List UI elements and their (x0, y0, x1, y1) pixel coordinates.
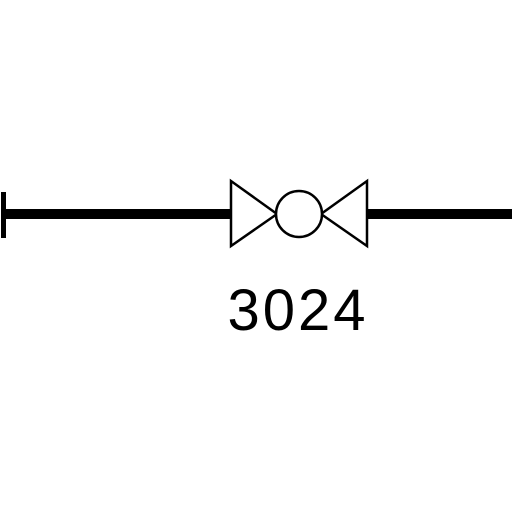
pipe-segment-left (5, 209, 231, 219)
pipe-segment-right (367, 209, 512, 219)
valve-ball-circle (274, 189, 324, 239)
valve-left-triangle (229, 178, 280, 249)
ball-valve-icon[interactable] (229, 178, 369, 249)
valve-right-triangle (318, 178, 369, 249)
valve-tag-label: 3024 (227, 278, 368, 343)
pipe-end-cap (1, 192, 6, 238)
